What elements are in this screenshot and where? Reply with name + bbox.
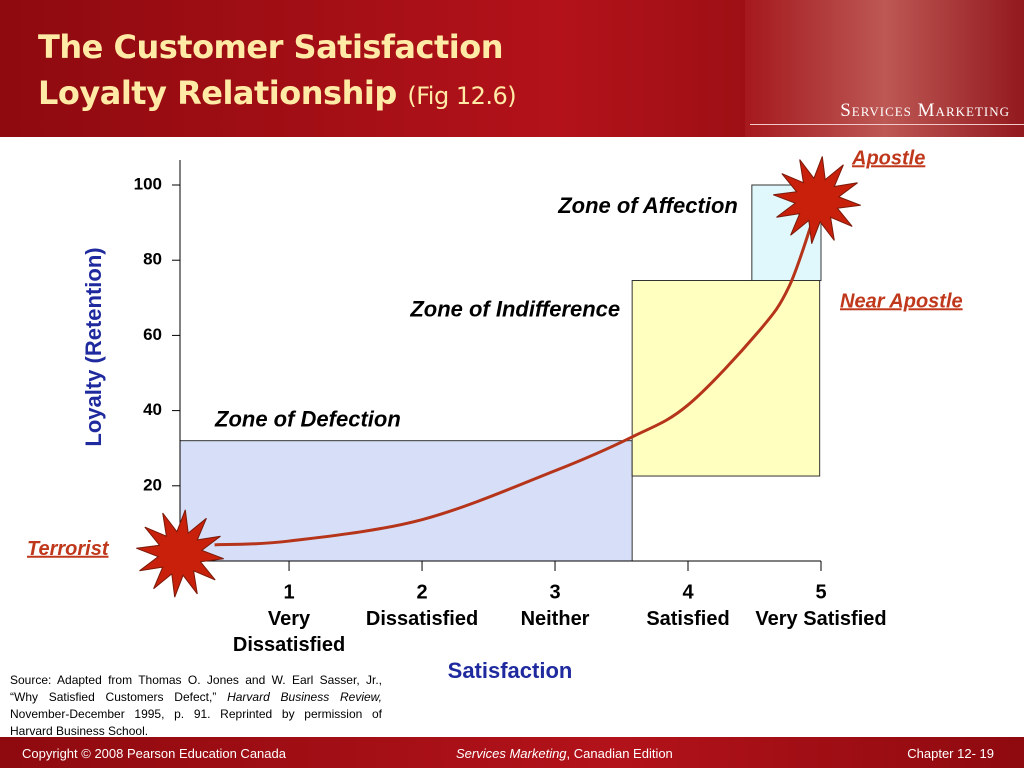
y-tick-label: 20 <box>143 475 162 494</box>
chart: Zone of Defection Zone of Indifference Zon… <box>27 147 963 683</box>
logo: Services Marketing <box>840 100 1010 121</box>
figure-ref: (Fig 12.6) <box>407 82 517 110</box>
title: Loyalty Relationship <box>38 74 397 112</box>
copyright: Copyright © 2008 Pearson Education Canad… <box>22 746 286 761</box>
header: The Customer Satisfaction Loyalty Relati… <box>0 0 1024 137</box>
edition: , Canadian Edition <box>566 746 673 761</box>
x-tick-description: Dissatisfied <box>365 608 479 630</box>
x-tick-description: Very Dissatisfied <box>232 608 346 656</box>
zone-label: Zone of Defection <box>214 406 401 431</box>
x-axis-label: Satisfaction <box>448 658 573 683</box>
logo-rule <box>750 124 1024 125</box>
x-tick-description: Satisfied <box>646 608 730 630</box>
footer: Copyright © 2008 Pearson Education Canad… <box>0 737 1024 768</box>
source-note: Source: Adapted from Thomas O. Jones and… <box>10 672 382 740</box>
x-tick-description: Very Satisfied <box>755 608 887 630</box>
zone-label: Zone of Affection <box>557 193 738 218</box>
x-tick-label: 2 <box>416 581 427 603</box>
annotation: Near Apostle <box>840 290 963 312</box>
source-text: November-December 1995, p. 91. Reprinted… <box>10 707 382 738</box>
source-text: Source: Adapted from Thomas O. Jones and… <box>10 673 382 704</box>
zone <box>631 280 821 477</box>
x-tick-label: 1 <box>283 581 294 603</box>
x-tick-label: 5 <box>815 581 826 603</box>
star-marker <box>773 156 861 244</box>
y-tick-label: 100 <box>134 174 162 193</box>
y-tick-label: 40 <box>143 400 162 419</box>
loyalty-curve <box>214 214 816 547</box>
y-tick-label: 60 <box>143 325 162 344</box>
x-tick-label: 3 <box>549 581 560 603</box>
zone-label: Zone of Indifference <box>409 296 620 321</box>
y-axis-label: Loyalty (Retention) <box>81 247 106 446</box>
star-marker <box>136 509 224 598</box>
header-photo <box>745 0 1024 137</box>
x-tick-description: Neither <box>520 608 590 630</box>
star-label: Terrorist <box>27 538 110 560</box>
title: Loyalty Relationship (Fig 12.6) <box>38 74 517 112</box>
book-title: Services Marketing <box>456 746 567 761</box>
book: Services Marketing, Canadian Edition <box>456 746 673 761</box>
chapter: Chapter 12- 19 <box>907 746 994 761</box>
star-label: Apostle <box>851 147 925 169</box>
title: The Customer Satisfaction <box>38 28 503 66</box>
y-tick-label: 80 <box>143 250 162 269</box>
zone <box>179 440 633 562</box>
x-tick-label: 4 <box>682 581 694 603</box>
source-journal: Harvard Business Review, <box>227 690 382 704</box>
